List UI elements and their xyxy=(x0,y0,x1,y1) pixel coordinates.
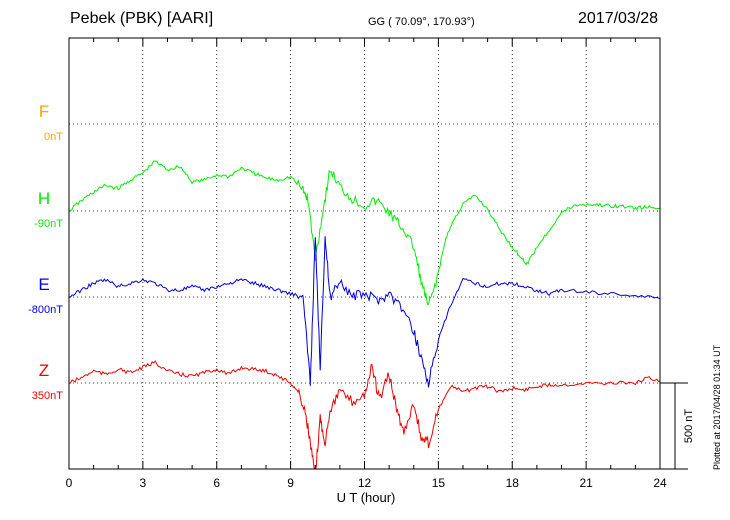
station-title: Pebek (PBK) [AARI] xyxy=(70,10,214,27)
series-line-h xyxy=(68,160,661,306)
grid-lines xyxy=(69,38,660,469)
series-baseline-f: 0nT xyxy=(44,131,63,143)
series-baseline-e: -800nT xyxy=(28,304,63,316)
series-baseline-h: -90nT xyxy=(34,218,63,230)
x-tick-label: 0 xyxy=(66,476,73,490)
series-name-f: F xyxy=(39,102,49,121)
series-name-h: H xyxy=(38,189,50,208)
date-label: 2017/03/28 xyxy=(578,10,659,27)
plotted-timestamp: Plotted at 2017/04/28 01:34 UT xyxy=(712,344,722,470)
x-tick-label: 12 xyxy=(358,476,372,490)
series-line-e xyxy=(68,236,661,388)
scale-bar-label: 500 nT xyxy=(683,409,695,444)
x-tick-label: 18 xyxy=(506,476,520,490)
x-axis-label: U T (hour) xyxy=(337,490,396,505)
series-name-e: E xyxy=(38,275,49,294)
station-coordinates: GG ( 70.09°, 170.93°) xyxy=(368,16,475,28)
x-tick-label: 6 xyxy=(213,476,220,490)
series-line-z xyxy=(68,360,661,470)
plot-frame xyxy=(68,37,661,470)
x-tick-label: 9 xyxy=(287,476,294,490)
x-tick-label: 21 xyxy=(579,476,593,490)
series-layer xyxy=(68,160,661,470)
series-name-z: Z xyxy=(39,361,49,380)
series-labels: F 0nT H -90nT E -800nT Z 350nT xyxy=(28,102,63,402)
series-baseline-z: 350nT xyxy=(32,390,63,402)
x-tick-label: 3 xyxy=(140,476,147,490)
x-axis-tick-labels: 0 3 6 9 12 15 18 21 24 xyxy=(66,476,667,490)
scale-bar: 500 nT xyxy=(660,382,695,470)
x-tick-label: 15 xyxy=(432,476,446,490)
x-tick-label: 24 xyxy=(653,476,667,490)
